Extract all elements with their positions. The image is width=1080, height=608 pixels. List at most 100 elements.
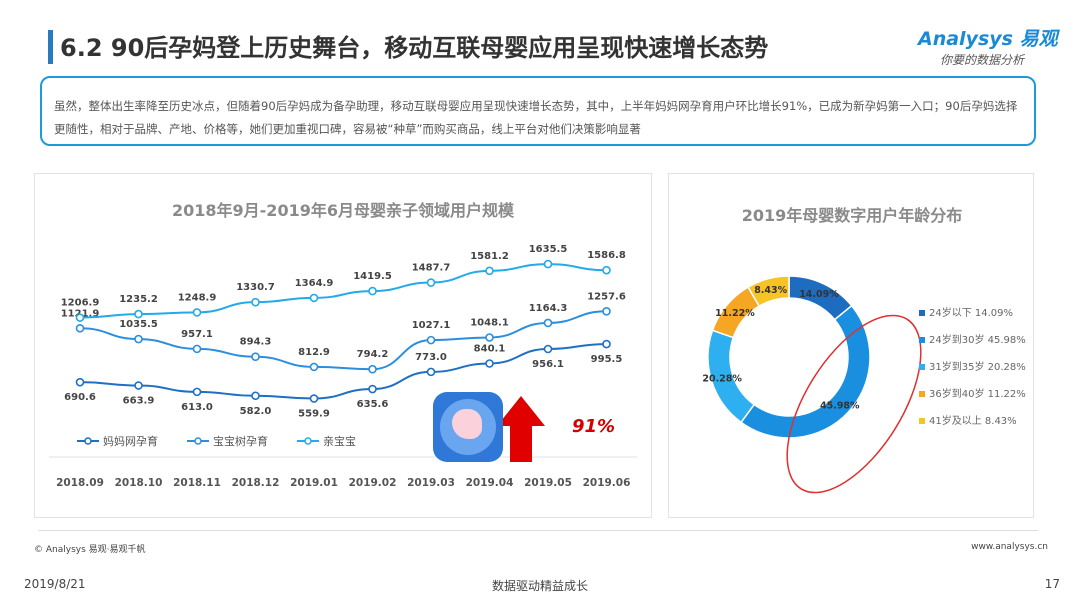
data-label: 957.1 <box>181 329 213 340</box>
data-point <box>251 297 260 307</box>
data-point <box>426 367 436 377</box>
data-label: 1027.1 <box>412 320 451 331</box>
chart-title: 2019年母婴数字用户年龄分布 <box>742 206 963 225</box>
data-label: 1364.9 <box>295 278 334 289</box>
legend-swatch <box>919 391 925 397</box>
x-tick-label: 2019.03 <box>407 477 455 489</box>
data-point <box>134 381 143 390</box>
data-label: 1257.6 <box>587 291 626 302</box>
data-label: 1164.3 <box>529 303 568 314</box>
logo-main-text: Analysys 易观 <box>918 28 1058 50</box>
legend-label: 妈妈网孕育 <box>103 434 158 448</box>
data-label: 1586.8 <box>587 250 626 261</box>
title-accent-bar <box>48 30 53 64</box>
legend-label: 31岁到35岁 20.28% <box>929 360 1026 373</box>
data-point <box>368 286 377 296</box>
legend-label: 24岁以下 14.09% <box>929 306 1013 319</box>
data-point <box>543 344 553 354</box>
data-point <box>426 335 436 345</box>
data-point <box>134 334 143 344</box>
donut-slice <box>747 275 790 308</box>
data-point <box>134 309 143 319</box>
x-tick-label: 2019.05 <box>524 477 572 489</box>
series-line <box>79 263 607 319</box>
data-label: 613.0 <box>181 402 213 413</box>
data-label: 559.9 <box>298 409 330 420</box>
legend-swatch <box>919 337 925 343</box>
legend-swatch <box>919 418 925 424</box>
data-label: 956.1 <box>532 359 564 370</box>
legend-label: 36岁到40岁 11.22% <box>929 387 1026 400</box>
legend-marker <box>194 437 202 445</box>
data-point <box>602 307 611 316</box>
data-label: 1035.5 <box>119 319 158 330</box>
x-tick-label: 2018.11 <box>173 477 221 489</box>
data-label: 1206.9 <box>61 298 100 309</box>
slice-label: 11.22% <box>715 308 755 319</box>
summary-box: 虽然，整体出生率降至历史冰点，但随着90后孕妈成为备孕助理，移动互联母婴应用呈现… <box>40 76 1036 146</box>
logo-tagline: 你要的数据分析 <box>940 53 1025 67</box>
data-label: 1048.1 <box>470 317 509 328</box>
data-label: 1330.7 <box>236 282 275 293</box>
data-label: 635.6 <box>357 399 389 410</box>
data-point <box>251 391 260 401</box>
footer-divider <box>38 530 1038 531</box>
slice-label: 14.09% <box>799 289 839 300</box>
data-point <box>75 377 85 387</box>
data-label: 1419.5 <box>353 271 392 282</box>
x-tick-label: 2018.12 <box>232 477 280 489</box>
data-label: 1635.5 <box>529 244 568 255</box>
data-point <box>602 265 611 275</box>
data-point <box>368 364 377 374</box>
footer-slogan: 数据驱动精益成长 <box>491 579 588 593</box>
x-tick-label: 2019.02 <box>349 477 397 489</box>
footer-date: 2019/8/21 <box>24 577 86 591</box>
donut-slice <box>740 304 871 439</box>
legend-label: 24岁到30岁 45.98% <box>929 333 1026 346</box>
data-point <box>192 387 202 397</box>
data-point <box>75 323 85 333</box>
page-number: 17 <box>1044 577 1060 591</box>
legend-label: 亲宝宝 <box>323 434 356 448</box>
data-point <box>192 308 202 317</box>
donut-chart: 2019年母婴数字用户年龄分布 14.09% 45.98% 20.28% 11.22% 8… <box>702 206 1026 494</box>
legend-label: 宝宝树孕育 <box>213 434 268 448</box>
fetus-icon <box>452 409 482 439</box>
data-point <box>309 394 319 403</box>
data-point <box>485 359 494 368</box>
x-tick-label: 2019.06 <box>583 477 631 489</box>
line-chart-panel: 2018年9月-2019年6月母婴亲子领域用户规模 2018.09 2018.10 2… <box>34 173 652 518</box>
data-point <box>543 318 553 328</box>
data-label: 794.2 <box>357 349 389 360</box>
growth-arrow-icon <box>497 396 545 462</box>
data-label: 894.3 <box>240 337 272 348</box>
data-label: 1581.2 <box>470 251 509 262</box>
website-link[interactable]: www.analysys.cn <box>971 542 1048 552</box>
data-point <box>543 259 553 269</box>
highlight-ellipse <box>786 314 922 494</box>
data-label: 1248.9 <box>178 292 217 303</box>
data-label: 663.9 <box>123 396 155 407</box>
data-label: 690.6 <box>64 392 96 403</box>
slice-label: 8.43% <box>754 285 787 296</box>
legend-marker <box>304 437 312 445</box>
series-line <box>79 310 607 371</box>
legend-swatch <box>919 364 925 370</box>
data-label: 995.5 <box>591 354 623 365</box>
data-point <box>602 339 611 349</box>
data-point <box>309 362 319 372</box>
legend-label: 41岁及以上 8.43% <box>929 414 1017 427</box>
x-tick-label: 2018.09 <box>56 477 104 489</box>
app-icon <box>433 392 503 462</box>
legend-swatch <box>919 310 925 316</box>
line-chart: 2018年9月-2019年6月母婴亲子领域用户规模 2018.09 2018.10 2… <box>49 201 637 489</box>
data-point <box>192 344 202 354</box>
slice-label: 45.98% <box>820 401 860 412</box>
data-label: 773.0 <box>415 352 447 363</box>
x-tick-label: 2018.10 <box>115 477 163 489</box>
data-label: 840.1 <box>474 343 506 354</box>
legend-marker <box>84 437 92 445</box>
growth-label: 91% <box>572 416 615 437</box>
data-point <box>75 313 85 322</box>
x-tick-label: 2019.04 <box>466 477 514 489</box>
